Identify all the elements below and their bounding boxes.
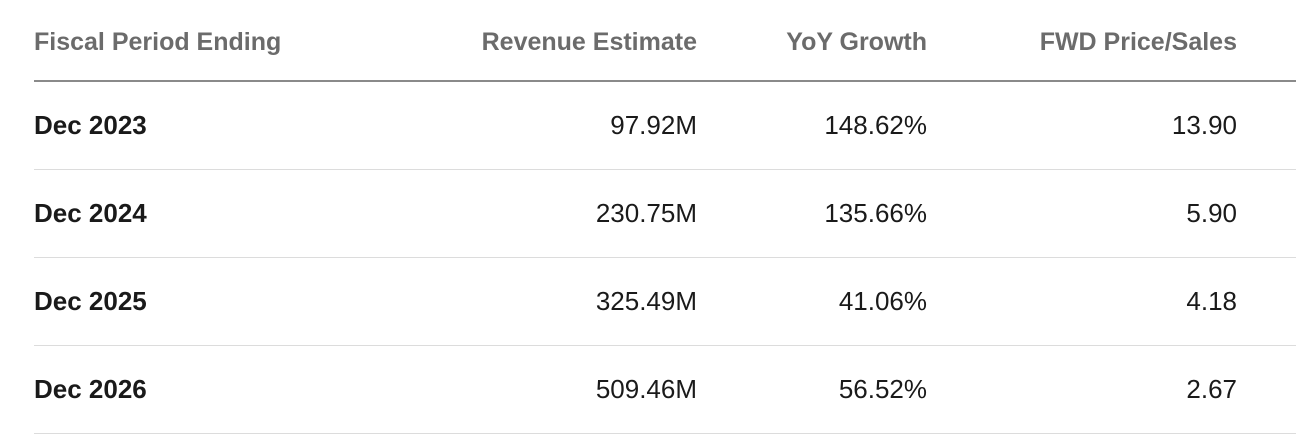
growth-cell: 148.62%	[824, 110, 927, 140]
header-fiscal-period[interactable]: Fiscal Period Ending	[34, 27, 282, 56]
header-fwd-price-sales[interactable]: FWD Price/Sales	[1039, 27, 1237, 56]
price-sales-cell: 2.67	[1186, 374, 1237, 404]
period-cell: Dec 2024	[34, 198, 147, 228]
table-row: Dec 2025 325.49M 41.06% 4.18	[34, 258, 1296, 346]
revenue-cell: 509.46M	[595, 374, 697, 404]
growth-cell: 41.06%	[838, 286, 927, 316]
revenue-cell: 325.49M	[595, 286, 697, 316]
header-yoy-growth[interactable]: YoY Growth	[786, 27, 927, 56]
table-row: Dec 2024 230.75M 135.66% 5.90	[34, 170, 1296, 258]
period-cell: Dec 2023	[34, 110, 147, 140]
revenue-cell: 97.92M	[610, 110, 697, 140]
price-sales-cell: 13.90	[1171, 110, 1237, 140]
price-sales-cell: 5.90	[1186, 198, 1237, 228]
price-sales-cell: 4.18	[1186, 286, 1237, 316]
growth-cell: 56.52%	[838, 374, 927, 404]
table-row: Dec 2026 509.46M 56.52% 2.67	[34, 346, 1296, 434]
period-cell: Dec 2026	[34, 374, 147, 404]
revenue-cell: 230.75M	[595, 198, 697, 228]
period-cell: Dec 2025	[34, 286, 147, 316]
table-row: Dec 2023 97.92M 148.62% 13.90	[34, 82, 1296, 170]
revenue-estimates-table: Fiscal Period Ending Revenue Estimate Yo…	[34, 0, 1296, 434]
growth-cell: 135.66%	[824, 198, 927, 228]
header-revenue-estimate[interactable]: Revenue Estimate	[481, 27, 697, 56]
table-header-row: Fiscal Period Ending Revenue Estimate Yo…	[34, 0, 1296, 82]
